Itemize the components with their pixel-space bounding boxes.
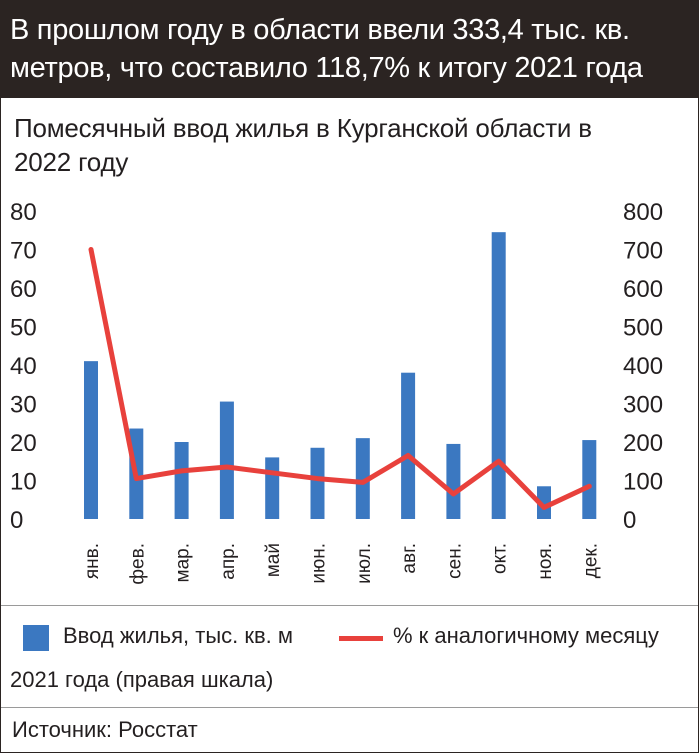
headline-line-1: В прошлом году в области ввели 333,4 тыс…	[10, 14, 630, 46]
x-category-label: сен.	[444, 543, 465, 579]
y-right-tick-label: 100	[623, 469, 663, 496]
x-category-label: дек.	[580, 543, 601, 578]
bar	[219, 401, 234, 519]
y-left-tick-label: 20	[10, 430, 37, 457]
y-right-tick-label: 0	[623, 507, 636, 534]
y-right-tick-label: 300	[623, 392, 663, 419]
chart-subtitle: Помесячный ввод жилья в Курганской облас…	[14, 111, 674, 179]
x-category-label: янв.	[82, 543, 103, 579]
y-right-tick-label: 200	[623, 430, 663, 457]
chart-subtitle-line-1: Помесячный ввод жилья в Курганской облас…	[14, 113, 592, 143]
y-left-tick-label: 10	[10, 469, 37, 496]
y-right-tick-label: 600	[623, 276, 663, 303]
x-category-label: авг.	[399, 543, 420, 574]
x-category-label: апр.	[218, 543, 239, 580]
y-left-tick-label: 60	[10, 276, 37, 303]
legend-bar-swatch	[23, 625, 49, 651]
source-note: Источник: Росстат	[12, 717, 198, 742]
headline-banner: В прошлом году в области ввели 333,4 тыс…	[1, 1, 698, 98]
chart-subtitle-line-2: 2022 году	[14, 147, 129, 177]
legend-line-label-part-1: % к аналогичному месяцу	[393, 623, 659, 648]
chart-legend: Ввод жилья, тыс. кв. м % к аналогичному …	[1, 611, 698, 706]
y-right-tick-label: 700	[623, 238, 663, 265]
x-category-label: июл.	[354, 543, 375, 584]
y-right-tick-label: 500	[623, 315, 663, 342]
bar	[537, 486, 551, 519]
y-right-tick-label: 400	[623, 353, 663, 380]
y-left-tick-label: 40	[10, 353, 37, 380]
bar	[265, 457, 280, 519]
bar	[174, 442, 189, 519]
x-category-label: июн.	[309, 543, 330, 584]
percent-line-series	[88, 247, 592, 510]
x-category-label: ноя.	[535, 543, 556, 580]
bar	[355, 438, 370, 519]
y-left-tick-label: 80	[10, 199, 37, 226]
source-divider	[1, 707, 698, 708]
headline-line-2: метров, что составило 118,7% к итогу 202…	[10, 52, 643, 84]
legend-line-label-part-2: 2021 года (правая шкала)	[10, 667, 274, 692]
combo-chart: 8070605040302010080070060050040030020010…	[10, 199, 663, 585]
y-left-tick-label: 30	[10, 392, 37, 419]
bar	[310, 447, 325, 519]
x-category-label: май	[263, 543, 284, 577]
x-category-label: фев.	[127, 543, 148, 585]
bar	[84, 361, 98, 519]
x-category-label: мар.	[173, 543, 194, 582]
bar	[491, 232, 506, 520]
y-left-tick-label: 70	[10, 238, 37, 265]
legend-line-swatch	[339, 636, 383, 641]
y-right-tick-label: 800	[623, 199, 663, 226]
bar	[582, 440, 597, 519]
y-left-tick-label: 50	[10, 315, 37, 342]
x-category-label: окт.	[490, 543, 511, 574]
y-left-tick-label: 0	[10, 507, 23, 534]
legend-bar-label: Ввод жилья, тыс. кв. м	[63, 623, 294, 648]
bar	[401, 372, 416, 519]
legend-top-divider	[1, 605, 698, 606]
bar	[446, 443, 461, 519]
